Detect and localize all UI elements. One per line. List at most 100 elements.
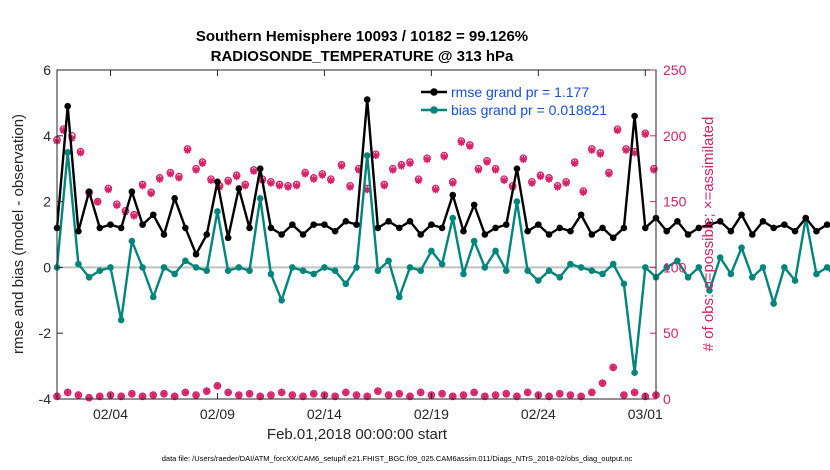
obs-marker-stroke (139, 393, 146, 400)
bias-point (449, 214, 457, 222)
bias-point (395, 293, 403, 301)
bias-point (524, 267, 531, 274)
rmse-point (502, 221, 510, 228)
obs-assimilated-marker (342, 388, 350, 397)
obs-marker-stroke (203, 388, 210, 395)
rmse-point (770, 224, 777, 232)
obs-assimilated-marker (337, 162, 346, 170)
obs-marker-stroke (466, 143, 473, 150)
obs-assimilated-marker (545, 392, 553, 400)
y-tick-label: 0 (43, 259, 51, 275)
obs-marker-stroke (342, 389, 349, 396)
obs-marker-stroke (289, 391, 296, 399)
obs-assimilated-marker (117, 392, 125, 400)
obs-marker-stroke (150, 391, 157, 399)
bias-point (599, 270, 606, 278)
bias-point (128, 237, 136, 245)
obs-marker-stroke (415, 177, 422, 184)
y-axis-right-ticks: 0 50 100 150 200 250 (650, 62, 687, 407)
obs-marker-stroke (156, 176, 163, 183)
rmse-point (203, 231, 211, 238)
obs-marker-stroke (406, 393, 414, 400)
y-tick-label: 4 (43, 128, 51, 144)
bias-point (363, 152, 371, 159)
obs-marker-stroke (94, 198, 101, 205)
x-tick-label: 02/14 (307, 406, 342, 422)
rmse-point (577, 211, 585, 219)
obs-marker-stroke (293, 182, 300, 189)
obs-marker-stroke (475, 166, 482, 174)
y-right-tick-label: 100 (663, 259, 687, 275)
obs-marker-stroke (327, 177, 334, 184)
rmse-point (470, 201, 478, 209)
obs-assimilated-marker (528, 179, 536, 187)
y-right-tick-label: 250 (663, 62, 687, 78)
obs-marker-stroke (96, 393, 103, 400)
rmse-point (331, 227, 339, 235)
obs-assimilated-marker (175, 174, 183, 182)
rmse-point (406, 218, 414, 225)
obs-marker-stroke (319, 172, 326, 179)
obs-marker-stroke (225, 389, 232, 396)
obs-assimilated-marker (301, 170, 309, 178)
bias-point (374, 267, 382, 274)
obs-marker-stroke (588, 147, 595, 154)
obs-assimilated-marker (562, 179, 570, 187)
obs-assimilated-marker (76, 149, 85, 157)
obs-marker-stroke (77, 149, 84, 156)
bias-point (791, 277, 799, 284)
obs-assimilated-marker (598, 379, 607, 387)
rmse-point (96, 224, 104, 232)
y-right-tick-label: 0 (663, 391, 671, 407)
obs-marker-stroke (492, 166, 499, 174)
obs-marker-stroke (483, 159, 491, 166)
obs-marker-stroke (398, 162, 405, 170)
rmse-point (107, 221, 114, 228)
rmse-point (192, 250, 200, 258)
plot-frame (56, 69, 657, 400)
rmse-point (460, 227, 467, 235)
obs-marker-stroke (620, 391, 627, 399)
rmse-point (385, 218, 392, 225)
rmse-point (321, 221, 328, 228)
bias-point (738, 244, 745, 251)
y-tick-label: 2 (43, 194, 51, 210)
bias-point (278, 297, 285, 304)
bias-point (353, 264, 360, 271)
bias-point (171, 270, 178, 278)
rmse-point (117, 224, 125, 232)
obs-assimilated-marker (85, 394, 93, 402)
rmse-point (75, 227, 82, 235)
obs-assimilated-marker (641, 130, 649, 139)
obs-marker-stroke (567, 391, 574, 399)
obs-assimilated-marker (64, 388, 72, 397)
obs-assimilated-marker (213, 382, 222, 390)
bias-point (684, 273, 692, 281)
obs-assimilated-marker (284, 183, 292, 191)
rmse-point (706, 221, 713, 228)
obs-marker-stroke (503, 390, 510, 397)
rmse-point (791, 227, 799, 235)
rmse-series-layer (53, 96, 830, 258)
bias-point (588, 267, 596, 274)
rmse-point (428, 221, 435, 228)
rmse-point (449, 191, 457, 199)
bias-point (85, 273, 93, 281)
rmse-point (802, 214, 810, 222)
obs-assimilated-marker (440, 153, 448, 161)
obs-assimilated-marker (352, 391, 361, 399)
obs-marker-stroke (599, 380, 606, 387)
obs-marker-stroke (588, 389, 595, 396)
rmse-point (738, 211, 745, 219)
obs-assimilated-marker (318, 171, 326, 179)
bias-point (748, 273, 756, 281)
obs-marker-stroke (571, 160, 578, 167)
bias-point (727, 270, 735, 278)
rmse-point (813, 227, 820, 235)
bias-point (556, 273, 564, 281)
obs-marker-stroke (267, 180, 275, 187)
obs-assimilated-marker (250, 167, 258, 175)
bias-point (107, 264, 114, 271)
rmse-point (684, 231, 692, 238)
obs-assimilated-marker (267, 179, 275, 187)
